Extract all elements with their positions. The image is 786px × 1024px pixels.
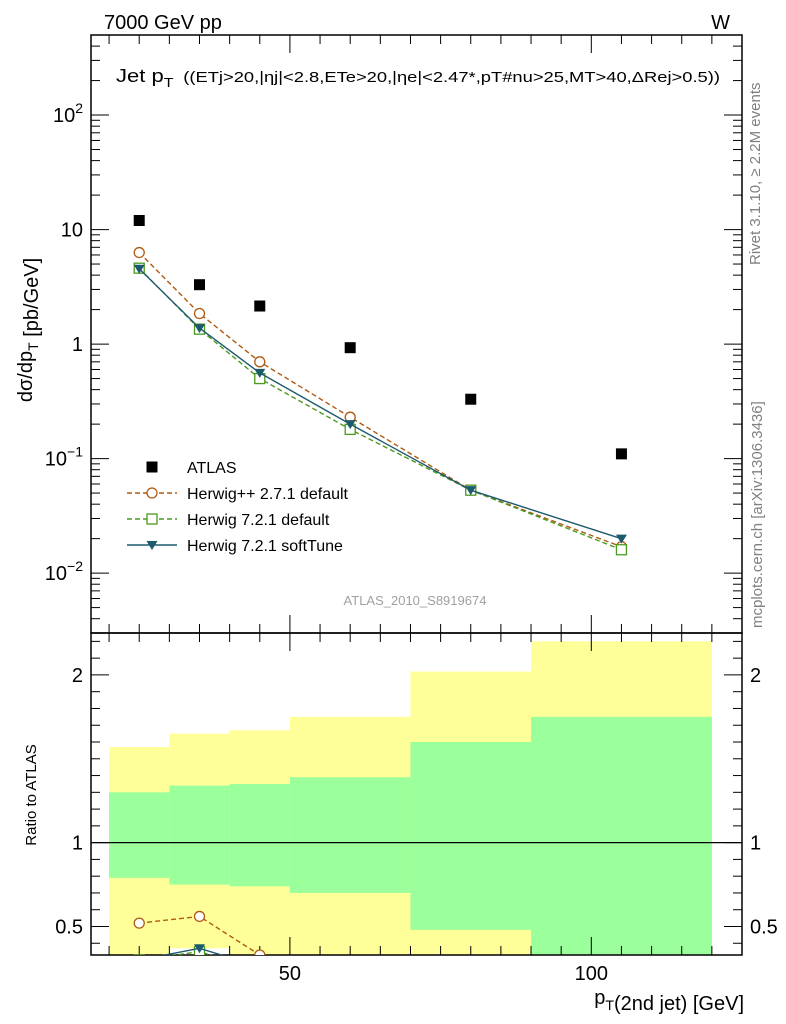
ratio-series bbox=[133, 910, 266, 975]
y-tick-label: 1 bbox=[72, 334, 83, 356]
legend-marker bbox=[146, 541, 158, 550]
inner-band-bin bbox=[229, 783, 290, 887]
uncertainty-bands bbox=[109, 641, 712, 955]
rivet-label: Rivet 3.1.10, ≥ 2.2M events bbox=[747, 83, 764, 266]
ratio-point bbox=[133, 917, 145, 929]
legend-label: Herwig 7.2.1 softTune bbox=[187, 538, 343, 555]
header-energy-label: 7000 GeV pp bbox=[104, 12, 222, 34]
ratio-y-tick-label-right: 1 bbox=[750, 833, 761, 855]
ratio-y-tick-label-left: 2 bbox=[72, 665, 83, 687]
ratio-y-tick-label-right: 2 bbox=[750, 665, 761, 687]
legend-marker bbox=[146, 461, 158, 473]
data-point bbox=[133, 246, 145, 259]
data-point bbox=[344, 420, 356, 430]
inner-band-bin bbox=[169, 785, 230, 885]
data-point bbox=[344, 342, 356, 354]
data-point bbox=[194, 279, 205, 291]
ratio-point bbox=[133, 954, 145, 955]
legend-marker bbox=[146, 487, 158, 499]
ratio-y-tick-label-left: 0.5 bbox=[55, 916, 83, 938]
data-point bbox=[254, 300, 266, 312]
series-line bbox=[138, 268, 622, 540]
ratio-point bbox=[254, 949, 266, 955]
data-point bbox=[193, 307, 206, 320]
analysis-watermark: ATLAS_2010_S8919674 bbox=[344, 593, 487, 608]
data-point bbox=[254, 356, 266, 368]
data-point bbox=[615, 448, 627, 460]
data-point bbox=[465, 393, 477, 405]
data-point bbox=[615, 534, 627, 544]
mcplots-label: mcplots.cern.ch [arXiv:1306.3436] bbox=[749, 401, 766, 628]
x-tick-label: 100 bbox=[575, 963, 608, 985]
data-point bbox=[133, 264, 145, 274]
y-tick-label: 10−2 bbox=[45, 558, 83, 585]
legend-label: Herwig++ 2.7.1 default bbox=[187, 486, 349, 503]
ratio-point bbox=[194, 944, 205, 954]
series-line bbox=[138, 267, 622, 551]
axis-ticks: 10−2 10−1 1 10 102 50 100 0.5 0.5 1 1 2 2 bbox=[45, 34, 778, 985]
ratio-point bbox=[254, 963, 265, 972]
ratio-point bbox=[134, 956, 145, 965]
inner-band-bin bbox=[531, 716, 712, 955]
series-line bbox=[138, 252, 622, 548]
data-point bbox=[615, 544, 628, 556]
ratio-y-axis-label: Ratio to ATLAS bbox=[23, 744, 40, 845]
inner-band-bin bbox=[410, 742, 532, 930]
data-point bbox=[133, 214, 145, 226]
legend-label: Herwig 7.2.1 default bbox=[187, 512, 330, 529]
data-point bbox=[254, 368, 266, 378]
y-tick-label: 102 bbox=[53, 100, 83, 127]
x-tick-label: 50 bbox=[279, 963, 301, 985]
y-tick-label: 10−1 bbox=[45, 444, 83, 471]
y-tick-label: 10 bbox=[61, 220, 83, 242]
ratio-point bbox=[193, 910, 206, 923]
inner-band-bin bbox=[289, 777, 411, 893]
header-process-label: W bbox=[711, 12, 730, 34]
legend-marker bbox=[146, 513, 158, 525]
ratio-panel-frame bbox=[90, 632, 743, 956]
ratio-y-tick-label-right: 0.5 bbox=[750, 916, 778, 938]
main-series bbox=[133, 214, 628, 556]
plot-title: Jet p T ((ETj>20,|ηj|<2.8,ETe>20,|ηe|<2.47… bbox=[116, 66, 720, 90]
legend-label: ATLAS bbox=[187, 460, 237, 477]
data-point bbox=[465, 486, 477, 496]
inner-band-bin bbox=[109, 792, 170, 878]
x-axis-label: pT(2nd jet) [GeV] bbox=[594, 987, 744, 1015]
legend: ATLAS Herwig++ 2.7.1 default Herwig 7.2.1 … bbox=[127, 460, 349, 555]
ratio-point bbox=[255, 965, 265, 975]
data-point bbox=[194, 324, 205, 334]
ratio-y-tick-label-left: 1 bbox=[72, 833, 83, 855]
main-y-axis-label: dσ/dpT [pb/GeV] bbox=[15, 258, 43, 402]
